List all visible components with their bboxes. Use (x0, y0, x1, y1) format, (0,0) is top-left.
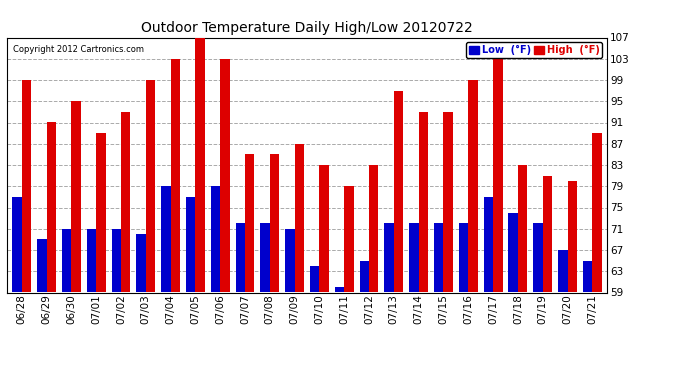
Bar (71, 101, 81, 292)
Text: Copyright 2012 Cartronics.com: Copyright 2012 Cartronics.com (13, 45, 144, 54)
Bar (543, 176, 552, 292)
Legend: Low  (°F), High  (°F): Low (°F), High (°F) (466, 42, 602, 58)
Bar (409, 224, 419, 292)
Bar (112, 229, 121, 292)
Bar (22, 80, 31, 292)
Bar (146, 80, 155, 292)
Bar (419, 112, 428, 292)
Bar (12, 197, 22, 292)
Bar (170, 59, 180, 292)
Bar (444, 112, 453, 292)
Bar (260, 224, 270, 292)
Title: Outdoor Temperature Daily High/Low 20120722: Outdoor Temperature Daily High/Low 20120… (141, 21, 473, 35)
Bar (137, 234, 146, 292)
Bar (434, 224, 444, 292)
Bar (518, 165, 527, 292)
Bar (359, 261, 369, 292)
Bar (285, 229, 295, 292)
Bar (493, 53, 502, 292)
Bar (509, 213, 518, 292)
Bar (369, 165, 379, 292)
Bar (186, 197, 195, 292)
Bar (469, 80, 477, 292)
Bar (567, 181, 577, 292)
Bar (161, 186, 170, 292)
Bar (245, 154, 255, 292)
Bar (295, 144, 304, 292)
Bar (87, 229, 96, 292)
Bar (195, 38, 205, 292)
Bar (220, 59, 230, 292)
Bar (47, 123, 56, 292)
Bar (310, 266, 319, 292)
Bar (384, 224, 394, 292)
Bar (394, 91, 403, 292)
Bar (62, 229, 71, 292)
Bar (533, 224, 543, 292)
Bar (319, 165, 329, 292)
Bar (335, 287, 344, 292)
Bar (211, 186, 220, 292)
Bar (270, 154, 279, 292)
Bar (583, 261, 592, 292)
Bar (558, 250, 567, 292)
Bar (235, 224, 245, 292)
Bar (459, 224, 469, 292)
Bar (121, 112, 130, 292)
Bar (96, 133, 106, 292)
Bar (344, 186, 354, 292)
Bar (592, 133, 602, 292)
Bar (484, 197, 493, 292)
Bar (37, 239, 47, 292)
